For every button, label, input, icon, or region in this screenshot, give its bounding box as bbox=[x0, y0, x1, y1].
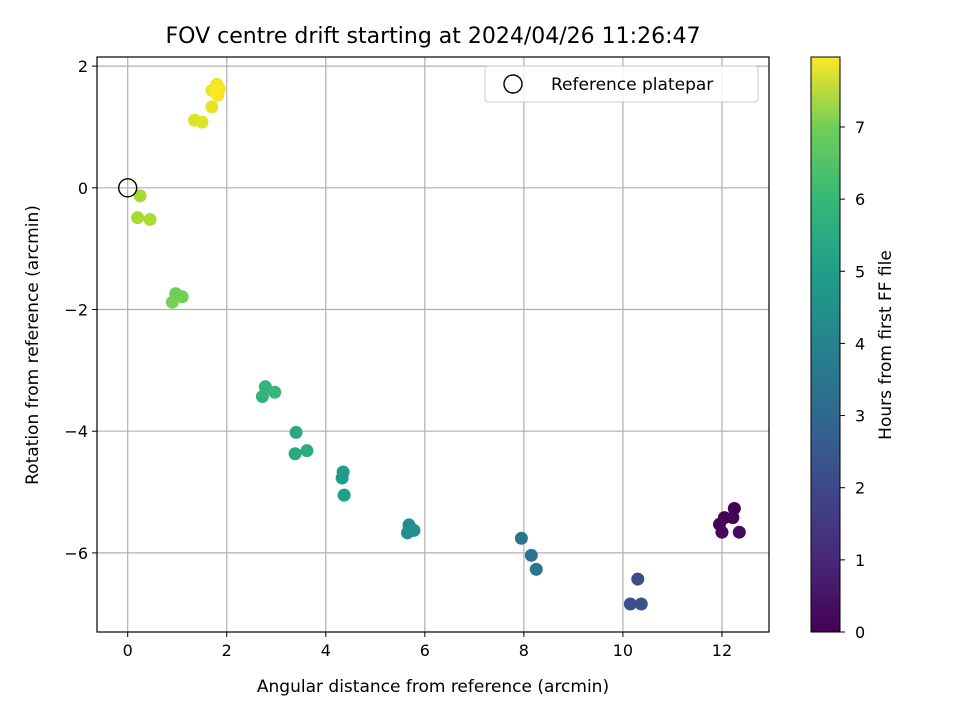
legend-marker-icon bbox=[503, 74, 523, 94]
legend-box bbox=[484, 65, 759, 103]
data-point bbox=[143, 212, 157, 226]
y-tick-label: 2 bbox=[78, 57, 88, 76]
data-point bbox=[165, 295, 179, 309]
legend-entry-reference-platepar: Reference platepar bbox=[551, 75, 713, 95]
x-tick-label: 12 bbox=[712, 641, 732, 660]
data-point bbox=[623, 597, 637, 611]
colorbar-tick-label: 1 bbox=[855, 551, 865, 570]
y-tick-label: −2 bbox=[64, 301, 88, 320]
y-axis-label: Rotation from reference (arcmin) bbox=[23, 205, 43, 485]
data-point bbox=[175, 290, 189, 304]
x-tick-label: 6 bbox=[420, 641, 430, 660]
data-point bbox=[289, 425, 303, 439]
reference-platepar-marker bbox=[118, 178, 138, 198]
data-point bbox=[209, 85, 223, 99]
x-tick-label: 2 bbox=[222, 641, 232, 660]
y-tick-label: −4 bbox=[64, 422, 88, 441]
legend: Reference platepar bbox=[484, 65, 759, 103]
data-point bbox=[255, 390, 269, 404]
colorbar-label: Hours from first FF file bbox=[876, 250, 896, 440]
colorbar-tick-label: 4 bbox=[855, 334, 865, 353]
colorbar-tick-label: 0 bbox=[855, 623, 865, 642]
reference-marker-layer bbox=[118, 178, 138, 198]
data-point bbox=[268, 385, 282, 399]
colorbar-tick-label: 3 bbox=[855, 407, 865, 426]
x-axis-ticks: 0 2 4 6 8 10 12 bbox=[123, 632, 732, 660]
x-axis-label: Angular distance from reference (arcmin) bbox=[257, 677, 609, 697]
chart-title: FOV centre drift starting at 2024/04/26 … bbox=[166, 24, 701, 49]
x-tick-label: 4 bbox=[321, 641, 331, 660]
data-point bbox=[131, 211, 145, 225]
data-point bbox=[288, 447, 302, 461]
scatter-points bbox=[131, 77, 746, 611]
x-tick-label: 0 bbox=[123, 641, 133, 660]
data-point bbox=[337, 488, 351, 502]
data-point bbox=[205, 100, 219, 114]
x-tick-label: 8 bbox=[519, 641, 529, 660]
data-point bbox=[524, 548, 538, 562]
data-point bbox=[335, 471, 349, 485]
colorbar-tick-label: 7 bbox=[855, 118, 865, 137]
colorbar-tick-label: 6 bbox=[855, 190, 865, 209]
colorbar-tick-label: 5 bbox=[855, 262, 865, 281]
data-point bbox=[631, 572, 645, 586]
data-point bbox=[529, 562, 543, 576]
plot-frame bbox=[96, 56, 770, 633]
data-point bbox=[715, 525, 729, 539]
colorbar-ticks: 0 1 2 3 4 5 6 7 bbox=[840, 118, 865, 642]
colorbar-tick-label: 2 bbox=[855, 479, 865, 498]
colorbar-gradient bbox=[810, 56, 841, 633]
colorbar: 0 1 2 3 4 5 6 7 Hours from first FF file bbox=[810, 56, 896, 642]
x-tick-label: 10 bbox=[613, 641, 633, 660]
y-axis-ticks: 2 0 −2 −4 −6 bbox=[64, 57, 97, 563]
data-point bbox=[407, 523, 421, 537]
y-tick-label: −6 bbox=[64, 544, 88, 563]
data-point bbox=[300, 444, 314, 458]
data-point bbox=[634, 597, 648, 611]
data-point bbox=[732, 525, 746, 539]
data-point bbox=[195, 115, 209, 129]
data-point bbox=[726, 511, 740, 525]
grid-lines bbox=[97, 57, 769, 632]
data-point bbox=[514, 531, 528, 545]
data-point bbox=[133, 189, 147, 203]
y-tick-label: 0 bbox=[78, 179, 88, 198]
